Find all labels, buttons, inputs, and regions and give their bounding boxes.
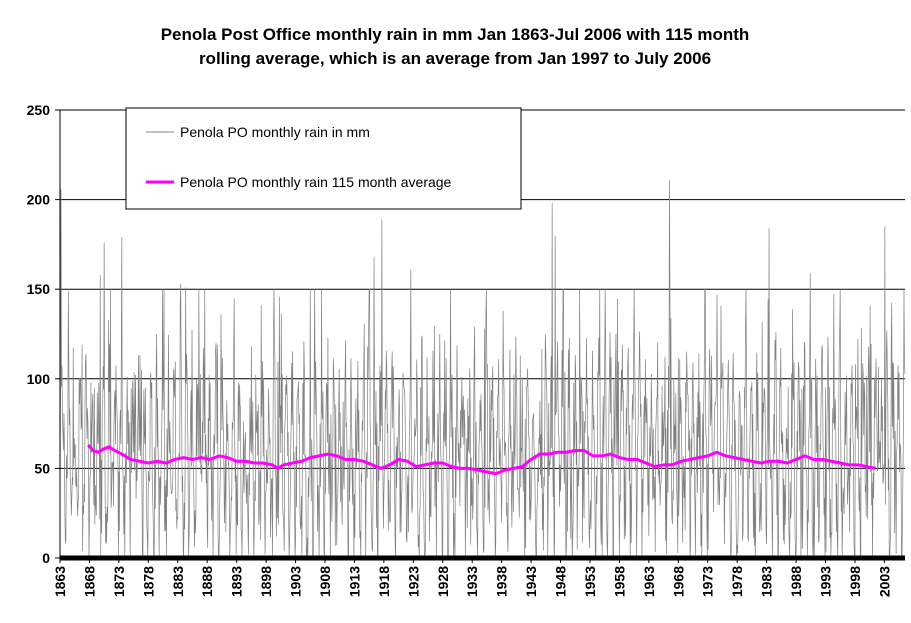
x-tick-label: 1883	[170, 566, 186, 597]
y-tick-label: 250	[27, 102, 51, 118]
x-tick-label: 1928	[435, 566, 451, 597]
x-tick-label: 1873	[111, 566, 127, 597]
x-tick-label: 1878	[140, 566, 156, 597]
x-tick-label: 1918	[376, 566, 392, 597]
x-tick-label: 1923	[405, 566, 421, 597]
x-tick-label: 1868	[81, 566, 97, 597]
x-tick-label: 1948	[553, 566, 569, 597]
x-tick-label: 1988	[788, 566, 804, 597]
y-tick-label: 100	[27, 371, 51, 387]
x-tick-label: 1978	[729, 566, 745, 597]
x-tick-label: 2003	[876, 566, 892, 597]
monthly-rain-series	[59, 179, 906, 559]
y-tick-label: 200	[27, 192, 51, 208]
x-tick-label: 1908	[317, 566, 333, 597]
legend-label-average: Penola PO monthly rain 115 month average	[180, 174, 452, 190]
y-tick-label: 0	[42, 550, 50, 566]
chart-subtitle: rolling average, which is an average fro…	[199, 49, 711, 68]
x-tick-label: 1953	[582, 566, 598, 597]
x-tick-label: 1933	[464, 566, 480, 597]
x-tick-label: 1888	[199, 566, 215, 597]
legend-label-monthly: Penola PO monthly rain in mm	[180, 124, 370, 140]
x-tick-label: 1973	[700, 566, 716, 597]
chart-title: Penola Post Office monthly rain in mm Ja…	[161, 25, 750, 44]
x-tick-label: 1938	[494, 566, 510, 597]
x-tick-label: 1983	[759, 566, 775, 597]
x-tick-label: 1898	[258, 566, 274, 597]
x-tick-label: 1913	[346, 566, 362, 597]
x-tick-label: 1958	[611, 566, 627, 597]
average-line	[87, 444, 876, 476]
x-tick-label: 1968	[670, 566, 686, 597]
y-tick-label: 150	[27, 281, 51, 297]
monthly-rain-line	[59, 179, 906, 559]
x-tick-label: 1993	[818, 566, 834, 597]
y-tick-label: 50	[34, 460, 50, 476]
x-tick-label: 1893	[229, 566, 245, 597]
x-tick-label: 1998	[847, 566, 863, 597]
y-axis-ticks: 0 50 100 150 200 250	[27, 102, 60, 566]
x-axis-ticks: 1863 1868 1873 1878 1883 1888 1893 1898 1903 1908…	[52, 558, 892, 597]
x-tick-label: 1903	[288, 566, 304, 597]
average-series	[87, 444, 876, 476]
x-tick-label: 1943	[523, 566, 539, 597]
axes	[59, 110, 905, 561]
legend: Penola PO monthly rain in mm Penola PO m…	[125, 107, 522, 210]
x-tick-label: 1863	[52, 566, 68, 597]
x-tick-label: 1963	[641, 566, 657, 597]
legend-box	[125, 107, 522, 210]
